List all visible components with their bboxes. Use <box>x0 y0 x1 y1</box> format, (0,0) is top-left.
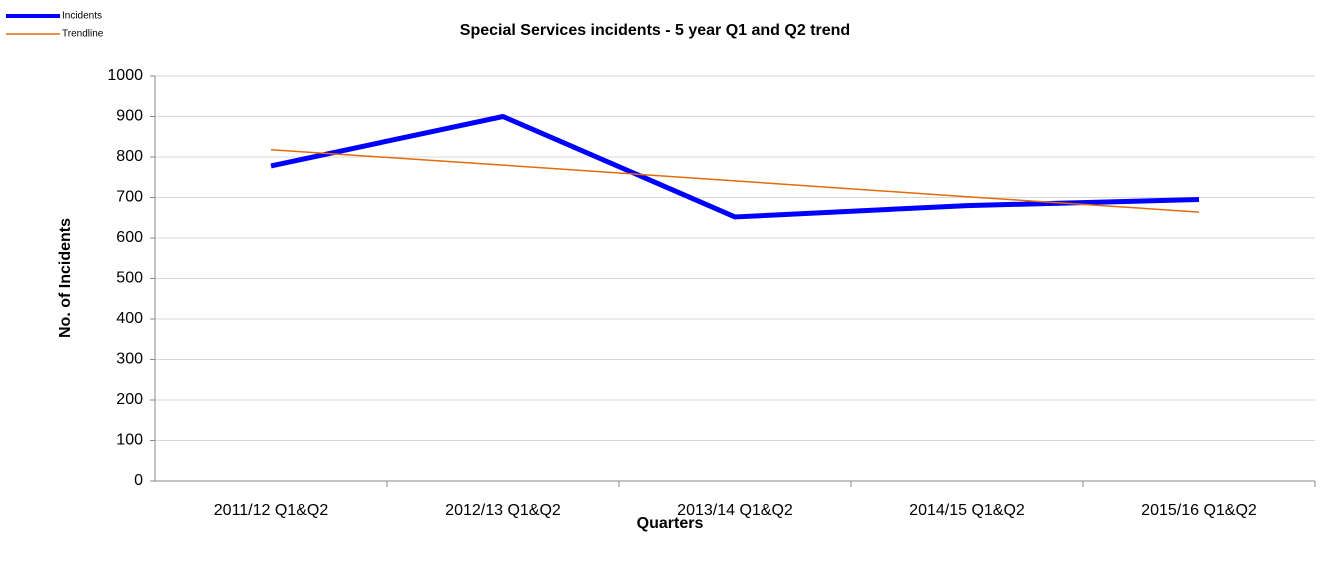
x-tick-label: 2012/13 Q1&Q2 <box>445 502 561 519</box>
y-tick-label: 900 <box>116 108 143 125</box>
y-tick-label: 500 <box>116 270 143 287</box>
x-axis-label: Quarters <box>637 515 704 532</box>
x-tick-label: 2013/14 Q1&Q2 <box>677 502 793 519</box>
y-tick-label: 300 <box>116 351 143 368</box>
y-tick-label: 200 <box>116 391 143 408</box>
x-tick-label: 2011/12 Q1&Q2 <box>214 502 329 519</box>
y-tick-label: 600 <box>116 229 143 246</box>
chart-title: Special Services incidents - 5 year Q1 a… <box>460 22 850 39</box>
y-tick-label: 0 <box>134 472 143 489</box>
y-tick-label: 400 <box>116 310 143 327</box>
legend-label: Incidents <box>62 11 102 22</box>
y-tick-label: 100 <box>116 432 143 449</box>
legend-label: Trendline <box>62 29 104 40</box>
x-tick-label: 2014/15 Q1&Q2 <box>909 502 1025 519</box>
y-tick-label: 700 <box>116 189 143 206</box>
series-line <box>270 114 1200 220</box>
x-tick-label: 2015/16 Q1&Q2 <box>1141 502 1257 519</box>
series-line <box>270 148 1200 213</box>
y-axis-label: No. of Incidents <box>57 218 74 338</box>
y-tick-label: 800 <box>116 148 143 165</box>
y-tick-label: 1000 <box>107 67 143 84</box>
